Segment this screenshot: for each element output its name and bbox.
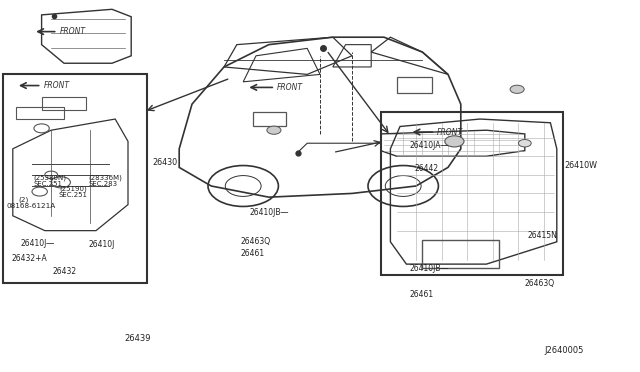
Text: 26463Q: 26463Q [241,237,271,246]
Text: 26410J―: 26410J― [20,239,54,248]
Text: (2): (2) [18,196,28,203]
Bar [3,74,147,283]
Text: 26410JA―: 26410JA― [410,141,449,150]
Text: 26432: 26432 [52,267,77,276]
Text: (25380N): (25380N) [33,174,67,181]
Text: 26410W: 26410W [564,161,598,170]
Text: 26410J: 26410J [88,240,115,249]
Text: J2640005: J2640005 [544,346,584,355]
Text: FRONT: FRONT [44,81,70,90]
Bar [381,112,563,275]
Circle shape [267,126,281,134]
Text: 26442: 26442 [415,164,439,173]
Text: 26430: 26430 [152,158,177,167]
Bar [42,97,86,110]
Text: 08168-6121A: 08168-6121A [6,203,56,209]
Bar [16,107,64,119]
Text: 26461: 26461 [410,290,434,299]
Text: (25190): (25190) [59,186,86,192]
Text: SEC.251: SEC.251 [59,192,88,198]
Text: SEC.251: SEC.251 [33,181,62,187]
Text: FRONT: FRONT [437,128,463,137]
Text: (28336M): (28336M) [88,174,122,181]
Text: FRONT: FRONT [60,27,86,36]
Circle shape [510,85,524,93]
Circle shape [445,136,464,147]
Text: FRONT: FRONT [277,83,303,92]
Text: 26439: 26439 [125,334,151,343]
Text: 26410JB―: 26410JB― [250,208,289,217]
Text: SEC.283: SEC.283 [88,181,118,187]
Circle shape [518,140,531,147]
Bar [253,112,286,126]
Text: 26410JB―: 26410JB― [410,264,449,273]
Text: 26415N: 26415N [528,231,558,240]
Bar [397,77,432,93]
Bar [422,240,499,268]
Text: 26461: 26461 [241,249,265,258]
Text: 26432+A: 26432+A [12,254,47,263]
Text: 26463Q: 26463Q [525,279,555,288]
